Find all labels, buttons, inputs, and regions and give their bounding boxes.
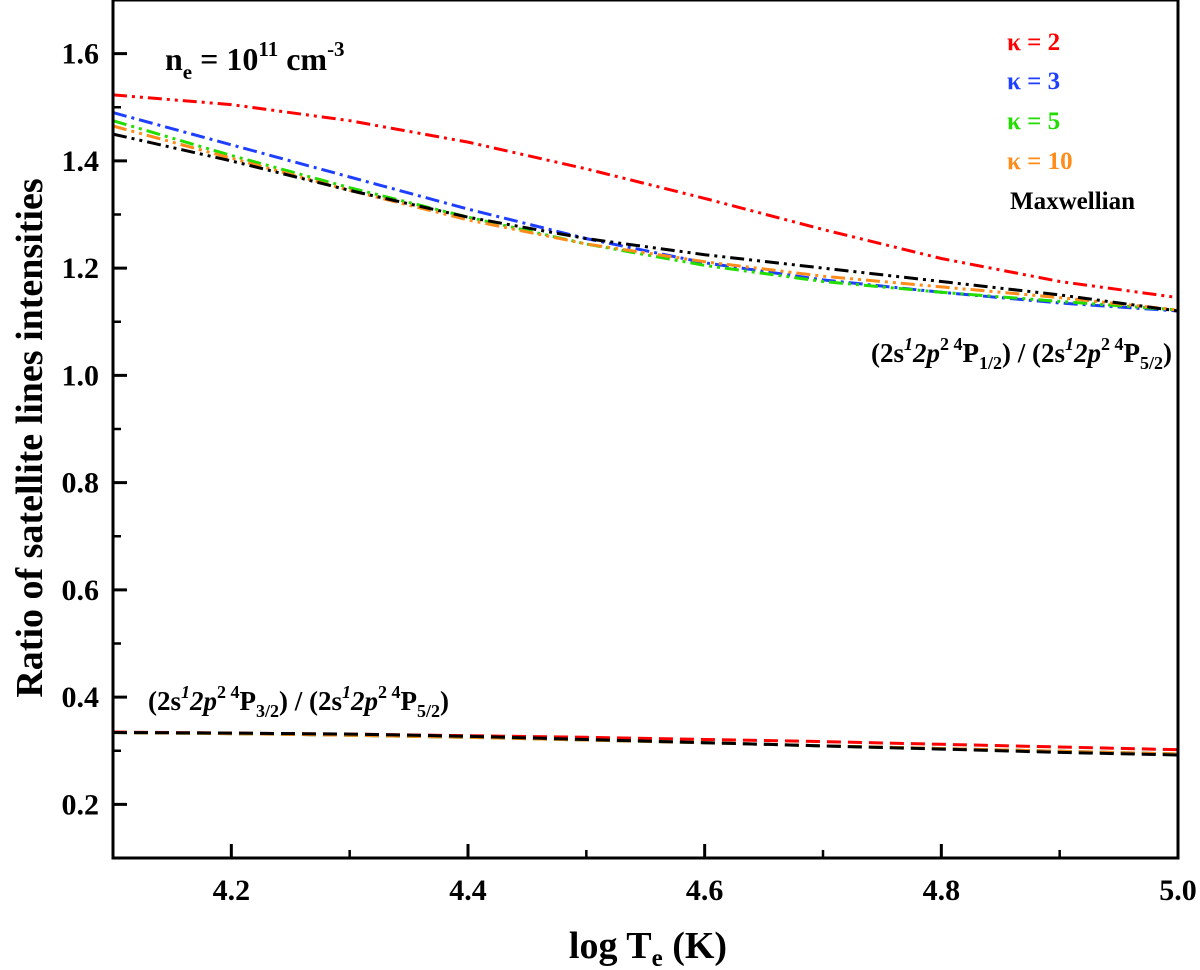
y-tick-label: 0.8 xyxy=(62,467,100,500)
x-tick-label: 4.8 xyxy=(923,874,961,907)
x-axis-title: log Te (K) xyxy=(569,925,727,970)
ratio-annotation-upper: (2s12p2 4P1/2) / (2s12p2 4P5/2) xyxy=(871,334,1172,373)
density-exponent: 11 xyxy=(258,37,278,61)
ratio-annotation-lower: (2s12p2 4P3/2) / (2s12p2 4P5/2) xyxy=(148,682,449,721)
series-line-upper-maxwellian-4 xyxy=(112,132,1179,313)
y-tick-label: 1.6 xyxy=(62,38,100,71)
series-line-upper-2-0 xyxy=(112,93,1179,300)
y-axis-title: Ratio of satellite lines intensities xyxy=(9,178,51,697)
legend-item-kappa-2: κ = 2 xyxy=(1007,29,1060,56)
x-tick-label: 4.6 xyxy=(686,874,724,907)
series-line-upper-3-1 xyxy=(112,111,1179,313)
y-tick-label: 0.6 xyxy=(62,574,100,607)
density-annotation: ne = 1011 cm-3 xyxy=(165,37,345,84)
x-axis-title-subscript: e xyxy=(652,945,663,970)
legend-item-kappa-10: κ = 10 xyxy=(1007,148,1073,175)
x-axis-title-unit: (K) xyxy=(663,925,727,967)
legend: κ = 2 κ = 3 κ = 5 κ = 10 Maxwellian xyxy=(1007,29,1135,215)
series-layer xyxy=(112,93,1179,757)
density-subscript: e xyxy=(183,60,192,84)
legend-item-kappa-5: κ = 5 xyxy=(1007,108,1060,135)
x-tick-label: 4.2 xyxy=(213,874,251,907)
legend-item-kappa-3: κ = 3 xyxy=(1007,68,1060,95)
y-tick-label: 1.2 xyxy=(62,252,100,285)
y-tick-label: 1.4 xyxy=(62,145,100,178)
legend-item-maxwellian: Maxwellian xyxy=(1010,188,1135,215)
y-tick-label: 0.2 xyxy=(62,788,100,821)
density-unit-exponent: -3 xyxy=(327,37,345,61)
x-axis-ticks: 4.2 4.4 4.6 4.8 5.0 xyxy=(111,844,1197,907)
x-tick-label: 5.0 xyxy=(1159,874,1197,907)
y-axis-ticks: 0.2 0.4 0.6 0.8 1.0 1.2 1.4 1.6 xyxy=(62,38,127,860)
y-tick-label: 0.4 xyxy=(62,681,100,714)
y-tick-label: 1.0 xyxy=(62,359,100,392)
series-line-upper-5-2 xyxy=(112,119,1179,312)
x-tick-label: 4.4 xyxy=(449,874,487,907)
series-line-lower-maxwellian-9 xyxy=(112,731,1179,757)
